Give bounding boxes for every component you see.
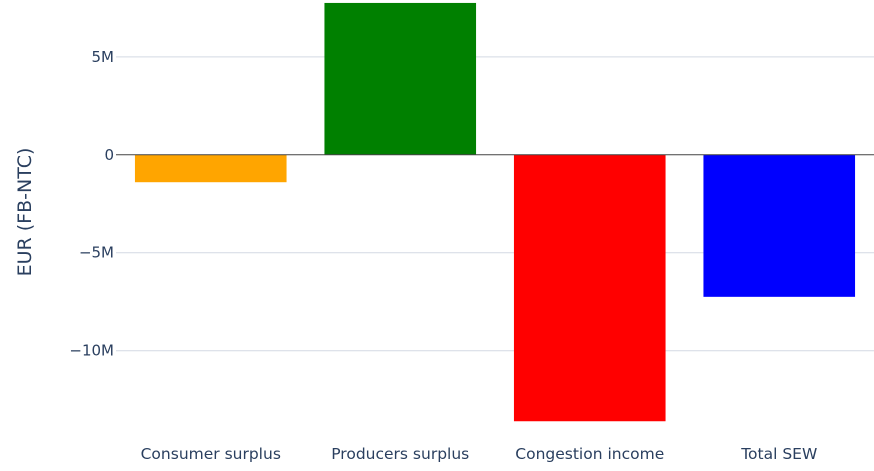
bars bbox=[134, 2, 856, 422]
x-tick-label: Consumer surplus bbox=[141, 445, 281, 463]
bar-producers-surplus[interactable] bbox=[324, 2, 477, 155]
x-axis-category-labels: Consumer surplus Producers surplus Congest… bbox=[141, 445, 818, 463]
y-tick-label: 5M bbox=[92, 48, 115, 66]
x-tick-label: Producers surplus bbox=[331, 445, 469, 463]
x-tick-label: Congestion income bbox=[515, 445, 664, 463]
y-tick-label: −5M bbox=[79, 244, 114, 262]
y-axis-title: EUR (FB-NTC) bbox=[14, 148, 36, 277]
y-axis-ticks: 5M 0 −5M −10M bbox=[69, 48, 114, 360]
bar-total-sew[interactable] bbox=[703, 154, 856, 297]
y-tick-label: −10M bbox=[69, 342, 114, 360]
bar-consumer-surplus[interactable] bbox=[134, 154, 287, 183]
y-tick-label: 0 bbox=[104, 146, 114, 164]
bar-congestion-income[interactable] bbox=[513, 154, 666, 422]
x-tick-label: Total SEW bbox=[740, 445, 817, 463]
